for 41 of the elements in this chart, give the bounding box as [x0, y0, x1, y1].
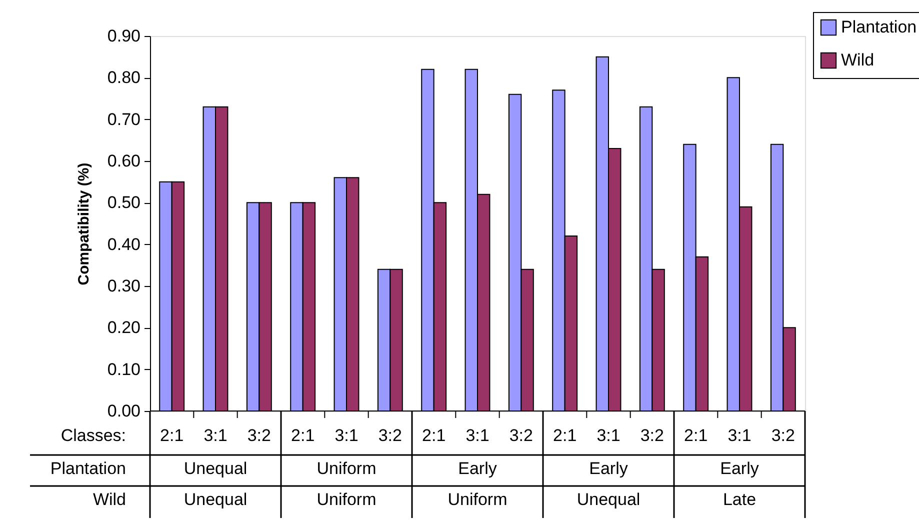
x-tick-label: 2:1	[291, 426, 315, 445]
x-tick-label: 3:2	[640, 426, 664, 445]
text: Uniform	[316, 490, 376, 509]
y-tick-label: 0.50	[107, 193, 140, 212]
text: Early	[458, 459, 498, 478]
text: Wild	[92, 490, 126, 509]
text: Unequal	[576, 490, 640, 509]
x-tick-label: 3:2	[509, 426, 533, 445]
y-tick-label: 0.80	[107, 68, 140, 88]
text: Uniform	[448, 490, 508, 509]
text: Uniform	[316, 459, 376, 478]
text: Unequal	[184, 459, 248, 478]
x-tick-label: 3:2	[771, 426, 795, 445]
y-axis-title: Compatibility (%)	[75, 162, 92, 286]
y-tick-label: 0.70	[107, 110, 140, 129]
text: Early	[589, 459, 628, 478]
x-tick-label: 3:2	[247, 426, 271, 445]
x-tick-label: 2:1	[684, 426, 708, 445]
x-tick-label: 2:1	[553, 426, 577, 445]
text: Plantation	[50, 459, 126, 478]
text: Unequal	[184, 490, 248, 509]
y-tick-label: 0.30	[107, 276, 140, 296]
x-tick-label: 3:1	[204, 426, 228, 445]
legend-label: Plantation	[841, 18, 917, 36]
legend-label: Wild	[841, 50, 874, 70]
x-tick-label: 2:1	[422, 426, 446, 445]
x-tick-label: 3:1	[596, 426, 620, 445]
y-tick-label: 0.10	[107, 360, 140, 379]
text: Early	[720, 459, 760, 478]
y-tick-label: 0.20	[107, 318, 140, 338]
y-tick-label: 0.90	[107, 26, 140, 46]
text: Classes:	[60, 426, 126, 445]
x-tick-label: 3:1	[334, 426, 358, 445]
x-tick-label: 3:1	[466, 426, 490, 445]
x-tick-label: 2:1	[160, 426, 184, 445]
text: Late	[722, 490, 756, 509]
y-tick-label: 0.60	[107, 152, 140, 170]
x-tick-label: 3:2	[378, 426, 402, 445]
y-tick-label: 0.00	[107, 402, 140, 420]
x-tick-label: 3:1	[728, 426, 752, 445]
y-tick-label: 0.40	[107, 234, 140, 254]
